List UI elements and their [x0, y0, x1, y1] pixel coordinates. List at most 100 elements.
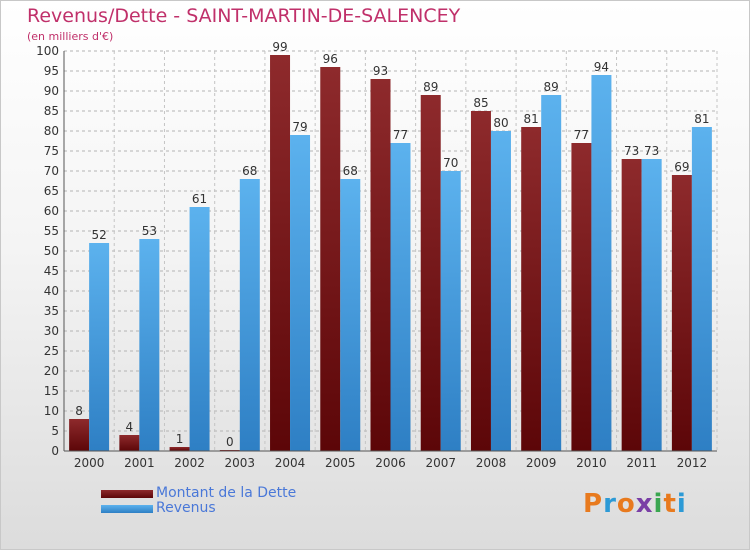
y-tick-label: 70 [44, 164, 59, 178]
data-label-revenus-2009: 89 [544, 80, 559, 94]
bar-dette-2000 [69, 419, 90, 451]
y-tick-label: 25 [44, 344, 59, 358]
chart-subtitle: (en milliers d'€) [27, 30, 114, 43]
y-tick-label: 15 [44, 384, 59, 398]
logo-letter: i [653, 489, 664, 519]
bar-dette-2006 [370, 79, 391, 451]
logo-letter: r [603, 489, 617, 519]
data-label-revenus-2007: 70 [443, 156, 458, 170]
legend-label-dette: Montant de la Dette [156, 485, 297, 501]
y-tick-label: 0 [51, 444, 59, 458]
axes: 0510152025303540455055606570758085909510… [36, 44, 717, 470]
bar-revenus-2012 [691, 127, 712, 451]
data-label-revenus-2010: 94 [594, 60, 609, 74]
data-label-dette-2011: 73 [624, 144, 639, 158]
y-tick-label: 50 [44, 244, 59, 258]
data-label-dette-2010: 77 [574, 128, 589, 142]
bar-dette-2008 [470, 111, 491, 451]
data-label-revenus-2000: 52 [91, 228, 106, 242]
data-label-dette-2005: 96 [323, 52, 338, 66]
y-tick-label: 85 [44, 104, 59, 118]
x-tick-label: 2010 [576, 456, 607, 470]
y-tick-label: 100 [36, 44, 59, 58]
y-tick-label: 20 [44, 364, 59, 378]
data-labels: 8 52 4 53 1 61 0 68 99 79 96 68 93 77 89 70 85 80 81 89 77 94… [75, 40, 709, 449]
data-label-dette-2012: 69 [674, 160, 689, 174]
bar-dette-2004 [270, 55, 291, 451]
data-label-dette-2001: 4 [126, 420, 134, 434]
y-tick-label: 40 [44, 284, 59, 298]
data-label-dette-2004: 99 [272, 40, 287, 54]
x-tick-label: 2007 [425, 456, 456, 470]
logo-letter: t [663, 489, 677, 519]
y-tick-label: 30 [44, 324, 59, 338]
y-tick-label: 60 [44, 204, 59, 218]
data-label-dette-2008: 85 [473, 96, 488, 110]
legend-label-revenus: Revenus [156, 500, 216, 516]
bar-dette-2010 [571, 143, 592, 451]
data-label-revenus-2008: 80 [493, 116, 508, 130]
bar-revenus-2003 [239, 179, 260, 451]
y-tick-label: 65 [44, 184, 59, 198]
x-tick-label: 2003 [225, 456, 256, 470]
y-tick-label: 10 [44, 404, 59, 418]
bar-revenus-2010 [591, 75, 612, 451]
legend-swatch-revenus [101, 505, 153, 513]
data-label-dette-2006: 93 [373, 64, 388, 78]
proxiti-logo: Proxiti [583, 489, 687, 519]
x-tick-label: 2001 [124, 456, 155, 470]
x-tick-label: 2008 [476, 456, 507, 470]
y-tick-label: 55 [44, 224, 59, 238]
data-label-revenus-2005: 68 [343, 164, 358, 178]
bar-dette-2011 [621, 159, 642, 451]
data-label-revenus-2001: 53 [142, 224, 157, 238]
bar-revenus-2000 [89, 243, 110, 451]
data-label-revenus-2011: 73 [644, 144, 659, 158]
y-tick-label: 90 [44, 84, 59, 98]
y-tick-label: 35 [44, 304, 59, 318]
data-label-dette-2007: 89 [423, 80, 438, 94]
x-tick-label: 2011 [626, 456, 657, 470]
bar-dette-2005 [320, 67, 341, 451]
bar-revenus-2009 [541, 95, 562, 451]
bar-dette-2001 [119, 435, 140, 451]
bar-revenus-2004 [290, 135, 311, 451]
data-label-revenus-2002: 61 [192, 192, 207, 206]
x-tick-label: 2004 [275, 456, 306, 470]
bar-dette-2009 [521, 127, 542, 451]
bar-dette-2002 [169, 447, 190, 451]
x-tick-label: 2005 [325, 456, 356, 470]
chart-title: Revenus/Dette - SAINT-MARTIN-DE-SALENCEY [27, 5, 461, 27]
logo-letter: x [635, 489, 654, 519]
bar-revenus-2008 [490, 131, 511, 451]
bar-revenus-2006 [390, 143, 411, 451]
legend-swatch-dette [101, 490, 153, 498]
data-label-dette-2003: 0 [226, 435, 234, 449]
x-tick-label: 2002 [174, 456, 205, 470]
x-tick-label: 2009 [526, 456, 557, 470]
bar-revenus-2002 [189, 207, 210, 451]
y-tick-label: 95 [44, 64, 59, 78]
x-tick-label: 2000 [74, 456, 105, 470]
data-label-revenus-2006: 77 [393, 128, 408, 142]
bar-revenus-2001 [139, 239, 160, 451]
y-tick-label: 5 [51, 424, 59, 438]
x-tick-label: 2012 [677, 456, 708, 470]
y-tick-label: 75 [44, 144, 59, 158]
data-label-revenus-2004: 79 [292, 120, 307, 134]
data-label-revenus-2003: 68 [242, 164, 257, 178]
bar-dette-2007 [420, 95, 441, 451]
data-label-dette-2000: 8 [75, 404, 83, 418]
y-tick-label: 80 [44, 124, 59, 138]
logo-letter: o [616, 489, 636, 519]
data-label-revenus-2012: 81 [694, 112, 709, 126]
logo-letter: i [676, 489, 687, 519]
y-tick-label: 45 [44, 264, 59, 278]
bar-revenus-2007 [440, 171, 461, 451]
bars [69, 55, 712, 451]
data-label-dette-2002: 1 [176, 432, 184, 446]
logo-letter: P [583, 489, 604, 519]
x-tick-label: 2006 [375, 456, 406, 470]
